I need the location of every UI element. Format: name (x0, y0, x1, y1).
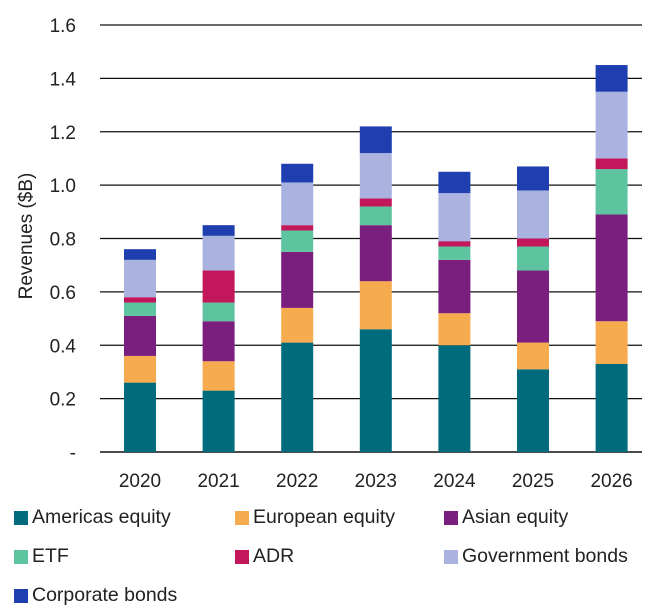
legend-swatch (235, 549, 249, 564)
x-tick-label: 2026 (590, 471, 632, 492)
legend-swatch (444, 549, 458, 564)
x-tick-labels: 2020 2021 2022 2023 2024 2025 2026 (119, 471, 633, 492)
bar-segment-government-bonds (281, 182, 314, 226)
legend-item: ETF (14, 545, 69, 568)
bar-segment-corporate-bonds (359, 126, 392, 154)
bar-segment-european-equity (281, 307, 314, 343)
bar-segment-asian-equity (359, 225, 392, 282)
bar-segment-adr (517, 238, 549, 247)
x-tick-label: 2021 (197, 471, 239, 492)
bar-segment-americas-equity (438, 345, 471, 452)
y-tick-label: 0.4 (50, 336, 77, 357)
legend-item: Asian equity (444, 506, 568, 529)
y-tick-labels: - 0.2 0.4 0.6 0.8 1.0 1.2 1.4 1.6 (50, 16, 77, 464)
bar-segment-asian-equity (595, 214, 628, 322)
y-tick-label: 1.6 (50, 16, 76, 37)
bar-segment-european-equity (517, 342, 549, 370)
bar-segment-etf (438, 246, 471, 260)
legend-label: Americas equity (32, 506, 171, 528)
y-tick-label: 0.6 (50, 283, 76, 304)
y-tick-label: 1.4 (50, 69, 77, 90)
y-tick-label: 0.2 (50, 390, 76, 411)
legend-item: Corporate bonds (14, 584, 177, 607)
bar-segment-asian-equity (124, 315, 156, 356)
legend-label: Corporate bonds (32, 584, 178, 606)
bar-segment-european-equity (359, 281, 392, 330)
x-tick-label: 2020 (119, 471, 161, 492)
bar-segment-european-equity (438, 313, 471, 346)
bar-segment-americas-equity (359, 329, 392, 452)
bar-segment-asian-equity (438, 259, 471, 314)
bar-segment-government-bonds (438, 193, 471, 242)
bar-segment-european-equity (595, 321, 628, 364)
bar-segment-americas-equity (124, 382, 156, 452)
bar-segment-asian-equity (202, 321, 235, 362)
bar-segment-adr (438, 241, 471, 247)
x-tick-label: 2023 (355, 471, 397, 492)
bar-segment-etf (595, 169, 628, 215)
bar-segment-european-equity (202, 361, 235, 391)
bar-segment-etf (124, 302, 156, 316)
bar-segment-government-bonds (359, 153, 392, 199)
bar-segment-adr (281, 225, 314, 231)
legend-item: Americas equity (14, 506, 171, 529)
bar-segment-corporate-bonds (281, 163, 314, 183)
legend-swatch (14, 510, 28, 525)
bars (124, 65, 628, 452)
legend-label: Asian equity (462, 506, 569, 528)
bar-segment-government-bonds (517, 190, 549, 239)
bar-segment-corporate-bonds (202, 225, 235, 236)
legend-label: ADR (253, 545, 295, 567)
bar-segment-adr (359, 198, 392, 207)
bar-segment-adr (202, 270, 235, 303)
bar-segment-government-bonds (124, 259, 156, 298)
legend-item: European equity (235, 506, 395, 529)
y-tick-label: 0.8 (50, 230, 76, 251)
bar-segment-etf (202, 302, 235, 322)
bar-segment-etf (359, 206, 392, 226)
bar-segment-government-bonds (595, 91, 628, 159)
y-tick-label: 1.0 (50, 176, 76, 197)
legend-item: Government bonds (444, 545, 628, 568)
legend-swatch (14, 588, 28, 603)
legend-item: ADR (235, 545, 294, 568)
bar-segment-european-equity (124, 355, 156, 383)
bar-segment-corporate-bonds (595, 65, 628, 92)
stacked-bar-chart: Revenues ($B) -0.20.40.60.81.01.21.41.6 … (16, 16, 642, 492)
x-tick-label: 2022 (276, 471, 318, 492)
y-axis-label: Revenues ($B) (16, 173, 37, 300)
bar-segment-adr (595, 158, 628, 170)
bar-segment-americas-equity (281, 342, 314, 452)
y-tick-label: - (70, 443, 76, 464)
legend-label: Government bonds (462, 545, 628, 567)
bar-segment-asian-equity (517, 270, 549, 343)
legend-label: European equity (253, 506, 396, 528)
bar-segment-adr (124, 297, 156, 303)
x-tick-label: 2024 (433, 471, 476, 492)
bar-segment-government-bonds (202, 235, 235, 271)
bar-segment-americas-equity (595, 363, 628, 452)
bar-segment-americas-equity (202, 390, 235, 452)
bar-segment-corporate-bonds (124, 249, 156, 260)
bar-segment-americas-equity (517, 369, 549, 452)
bar-segment-corporate-bonds (438, 171, 471, 194)
bar-segment-asian-equity (281, 251, 314, 308)
legend-swatch (235, 510, 249, 525)
bar-segment-corporate-bonds (517, 166, 549, 191)
x-tick-label: 2025 (512, 471, 554, 492)
legend-swatch (444, 510, 458, 525)
bar-segment-etf (517, 246, 549, 271)
legend-swatch (14, 549, 28, 564)
legend-label: ETF (32, 545, 69, 567)
y-tick-label: 1.2 (50, 123, 76, 144)
bar-segment-etf (281, 230, 314, 252)
